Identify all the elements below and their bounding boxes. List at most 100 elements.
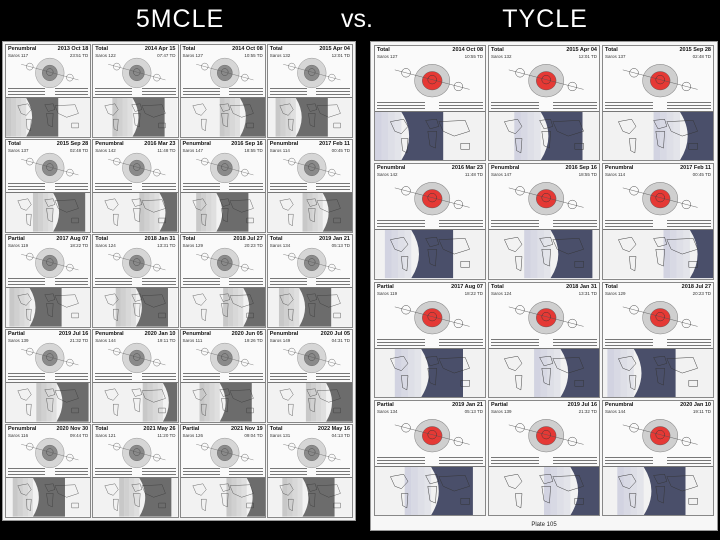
penumbral-band [411, 466, 418, 515]
moon-path-line [21, 349, 79, 366]
continent-outline [460, 379, 470, 387]
contact-times-block [8, 371, 46, 381]
contact-times-block [377, 218, 426, 228]
penumbral-band [670, 230, 677, 279]
magnitude-block [439, 455, 483, 464]
penumbral-band [292, 478, 298, 517]
moon-position [427, 193, 437, 203]
night-region [540, 112, 583, 161]
continent-outline [218, 389, 230, 398]
umbra-diagram [195, 57, 253, 89]
penumbral-band [121, 288, 127, 327]
map-background [93, 383, 178, 422]
eclipse-diagram: Total 2022 May 16 Saros 131 04:13 TD [268, 425, 352, 477]
eclipse-type: Penumbral [491, 165, 520, 172]
penumbral-band [388, 112, 395, 161]
continent-outline [390, 355, 409, 371]
moon-position [133, 163, 141, 171]
continent-outline [306, 389, 317, 398]
moon-position [287, 157, 296, 166]
umbra-diagram [195, 247, 253, 279]
visibility-map [267, 192, 352, 232]
continent-outline [390, 473, 409, 489]
contact-times-block [605, 100, 654, 110]
moon-path-line [108, 254, 166, 271]
penumbral-band [227, 288, 233, 327]
moon-position [46, 163, 54, 171]
penumbral-band [623, 466, 631, 515]
continent-outline [629, 256, 637, 272]
penumbral-band [154, 193, 160, 232]
moon-position [515, 186, 525, 196]
eclipse-type: Partial [8, 331, 25, 337]
continent-outline [438, 238, 470, 255]
visibility-map [93, 382, 178, 422]
continent-outline [574, 261, 584, 268]
moon-position [567, 318, 578, 328]
continent-outline [133, 208, 141, 223]
continent-outline [17, 389, 32, 402]
contact-times-block [269, 181, 307, 191]
penumbral-band [312, 193, 318, 232]
continent-outline [666, 356, 698, 373]
magnitude-block [141, 86, 176, 96]
eclipse-diagram: Total 2018 Jul 27 Saros 129 20:23 TD [181, 235, 265, 287]
eclipse-date: 2018 Jul 27 [233, 236, 263, 242]
continent-outline [655, 249, 665, 267]
eclipse-date: 2015 Apr 04 [566, 47, 597, 53]
continent-outline [306, 484, 317, 493]
penumbral-band [210, 193, 216, 232]
umbra-circle [42, 349, 58, 367]
moon-position [153, 453, 161, 462]
continent-outline [688, 143, 698, 150]
penumbral-band [224, 98, 230, 137]
continent-outline [133, 303, 141, 318]
continent-outline [574, 379, 584, 387]
continent-outline [425, 473, 440, 484]
continent-outline [552, 356, 584, 373]
penumbral-band [241, 478, 247, 517]
moon-path-line [195, 64, 253, 81]
moon-path-line [282, 159, 341, 176]
magnitude-block [141, 276, 176, 286]
continent-outline [246, 503, 254, 509]
greatest-eclipse-time: 21:32 TD [578, 408, 597, 414]
eclipse-diagram: Penumbral 2016 Mar 23 Saros 142 11:48 TD [93, 140, 177, 192]
moon-position [200, 252, 208, 261]
world-map [6, 478, 91, 517]
night-region [680, 112, 713, 161]
penumbral-band [24, 288, 30, 327]
moon-position [401, 186, 411, 196]
eclipse-type: Total [269, 426, 283, 432]
umbra-diagram [282, 342, 341, 374]
moon-position [328, 358, 336, 367]
continent-outline [71, 503, 79, 509]
umbra-diagram [108, 152, 166, 184]
umbra-circle [536, 307, 557, 327]
continent-outline [618, 237, 637, 253]
eclipse-panel: Partial 2017 Aug 07 Saros 119 18:22 TD [5, 234, 92, 328]
umbra-diagram [108, 437, 166, 469]
saros-number: Saros 147 [182, 148, 204, 153]
moon-position [629, 304, 639, 314]
continent-outline [220, 113, 228, 128]
umbra-circle [536, 189, 557, 209]
contact-times-block [269, 466, 307, 476]
magnitude-block [229, 466, 263, 476]
magnitude-block [141, 466, 176, 476]
magnitude-block [316, 86, 350, 96]
continent-outline [71, 123, 79, 129]
penumbral-band [320, 383, 326, 422]
eclipse-date: 2017 Aug 07 [451, 283, 483, 290]
eclipse-date: 2020 Jul 05 [320, 331, 350, 337]
eclipse-type: Total [377, 47, 390, 53]
eclipse-panel: Penumbral 2020 Jun 05 Saros 111 19:26 TD [179, 329, 266, 423]
moon-position [240, 73, 248, 82]
moon-path-line [282, 444, 341, 461]
moon-position [200, 347, 208, 356]
visibility-map [489, 229, 599, 279]
penumbral-band [142, 383, 149, 422]
eclipse-type: Total [269, 236, 283, 242]
greatest-eclipse-time: 18:22 TD [69, 243, 89, 248]
moon-position [308, 448, 316, 456]
